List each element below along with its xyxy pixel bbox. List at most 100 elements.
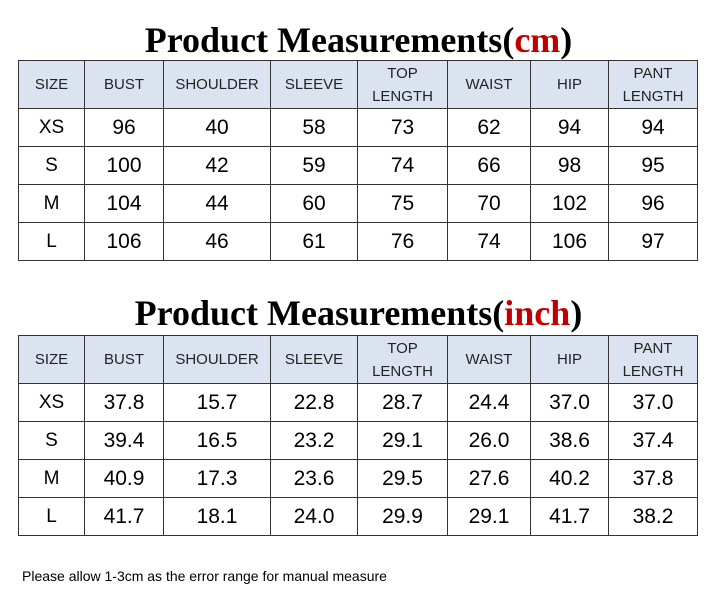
value-cell: 18.1 (163, 497, 271, 536)
value-cell: 96 (84, 108, 164, 147)
value-cell: 40 (163, 108, 271, 147)
value-cell: 73 (357, 108, 448, 147)
value-cell: 29.1 (357, 421, 448, 460)
value-cell: 62 (447, 108, 531, 147)
data-row: L 41.7 18.1 24.0 29.9 29.1 41.7 38.2 (18, 497, 698, 536)
value-cell: 37.8 (608, 459, 698, 498)
size-cell: S (18, 146, 85, 185)
value-cell: 60 (270, 184, 358, 223)
value-cell: 26.0 (447, 421, 531, 460)
title-unit: cm (514, 20, 561, 60)
value-cell: 40.9 (84, 459, 164, 498)
value-cell: 46 (163, 222, 271, 261)
size-cell: XS (18, 108, 85, 147)
header-cell: SIZE (18, 60, 85, 109)
note: Please allow 1-3cm as the error range fo… (22, 568, 387, 584)
header-cell: SLEEVE (270, 60, 358, 109)
value-cell: 41.7 (530, 497, 609, 536)
value-cell: 100 (84, 146, 164, 185)
header-row: SIZE BUST SHOULDER SLEEVE TOP LENGTH WAIST HIP… (18, 335, 698, 384)
value-cell: 17.3 (163, 459, 271, 498)
value-cell: 28.7 (357, 383, 448, 422)
value-cell: 24.0 (270, 497, 358, 536)
value-cell: 42 (163, 146, 271, 185)
value-cell: 74 (447, 222, 531, 261)
value-cell: 23.2 (270, 421, 358, 460)
size-cell: M (18, 184, 85, 223)
value-cell: 38.6 (530, 421, 609, 460)
value-cell: 106 (530, 222, 609, 261)
value-cell: 29.1 (447, 497, 531, 536)
value-cell: 104 (84, 184, 164, 223)
value-cell: 61 (270, 222, 358, 261)
value-cell: 58 (270, 108, 358, 147)
value-cell: 97 (608, 222, 698, 261)
value-cell: 37.0 (530, 383, 609, 422)
size-cell: S (18, 421, 85, 460)
value-cell: 74 (357, 146, 448, 185)
value-cell: 27.6 (447, 459, 531, 498)
value-cell: 39.4 (84, 421, 164, 460)
value-cell: 24.4 (447, 383, 531, 422)
value-cell: 29.5 (357, 459, 448, 498)
table-title: Product Measurements(cm) (0, 20, 717, 60)
value-cell: 102 (530, 184, 609, 223)
header-cell: BUST (84, 335, 164, 384)
header-cell: TOP LENGTH (357, 60, 448, 109)
value-cell: 22.8 (270, 383, 358, 422)
data-row: XS 96 40 58 73 62 94 94 (18, 108, 698, 147)
header-cell: BUST (84, 60, 164, 109)
value-cell: 16.5 (163, 421, 271, 460)
value-cell: 15.7 (163, 383, 271, 422)
value-cell: 66 (447, 146, 531, 185)
value-cell: 44 (163, 184, 271, 223)
header-cell: HIP (530, 60, 609, 109)
size-cell: XS (18, 383, 85, 422)
measurement-table: SIZE BUST SHOULDER SLEEVE TOP LENGTH WAIST HIP… (18, 335, 698, 536)
header-cell: WAIST (447, 335, 531, 384)
value-cell: 95 (608, 146, 698, 185)
title-text: ) (570, 293, 583, 333)
title-text: Product Measurements( (144, 20, 515, 60)
header-cell: SHOULDER (163, 60, 271, 109)
data-row: S 100 42 59 74 66 98 95 (18, 146, 698, 185)
header-cell: SLEEVE (270, 335, 358, 384)
header-cell: TOP LENGTH (357, 335, 448, 384)
title-unit: inch (504, 293, 571, 333)
header-cell: PANT LENGTH (608, 60, 698, 109)
header-cell: PANT LENGTH (608, 335, 698, 384)
value-cell: 38.2 (608, 497, 698, 536)
size-cell: L (18, 497, 85, 536)
size-cell: L (18, 222, 85, 261)
value-cell: 106 (84, 222, 164, 261)
value-cell: 98 (530, 146, 609, 185)
value-cell: 75 (357, 184, 448, 223)
value-cell: 41.7 (84, 497, 164, 536)
value-cell: 37.0 (608, 383, 698, 422)
value-cell: 23.6 (270, 459, 358, 498)
measurement-table: SIZE BUST SHOULDER SLEEVE TOP LENGTH WAIST HIP… (18, 60, 698, 261)
value-cell: 37.8 (84, 383, 164, 422)
title-text: Product Measurements( (134, 293, 505, 333)
value-cell: 94 (608, 108, 698, 147)
value-cell: 29.9 (357, 497, 448, 536)
value-cell: 94 (530, 108, 609, 147)
data-row: XS 37.8 15.7 22.8 28.7 24.4 37.0 37.0 (18, 383, 698, 422)
size-cell: M (18, 459, 85, 498)
header-cell: HIP (530, 335, 609, 384)
header-cell: SIZE (18, 335, 85, 384)
header-row: SIZE BUST SHOULDER SLEEVE TOP LENGTH WAIST HIP… (18, 60, 698, 109)
header-cell: SHOULDER (163, 335, 271, 384)
data-row: S 39.4 16.5 23.2 29.1 26.0 38.6 37.4 (18, 421, 698, 460)
header-cell: WAIST (447, 60, 531, 109)
table-title: Product Measurements(inch) (0, 293, 717, 333)
data-row: L 106 46 61 76 74 106 97 (18, 222, 698, 261)
data-row: M 104 44 60 75 70 102 96 (18, 184, 698, 223)
value-cell: 70 (447, 184, 531, 223)
value-cell: 40.2 (530, 459, 609, 498)
value-cell: 37.4 (608, 421, 698, 460)
value-cell: 76 (357, 222, 448, 261)
data-row: M 40.9 17.3 23.6 29.5 27.6 40.2 37.8 (18, 459, 698, 498)
value-cell: 96 (608, 184, 698, 223)
